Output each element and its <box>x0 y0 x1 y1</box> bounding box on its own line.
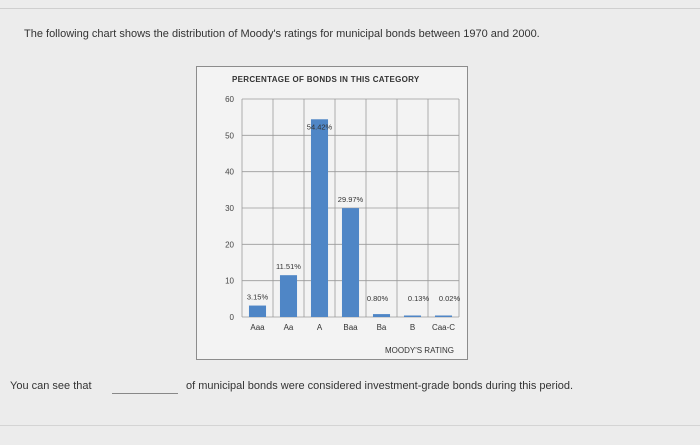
bar-ba <box>372 314 391 317</box>
x-axis-ticks: Aaa Aa A Baa Ba B Caa-C <box>250 323 455 332</box>
value-label-aaa: 3.15% <box>247 293 269 302</box>
bottom-divider <box>0 425 700 426</box>
value-label-a: 54.42% <box>307 122 333 131</box>
y-axis-ticks: 0 10 20 30 40 50 60 <box>225 95 234 322</box>
value-label-caa-c: 0.02% <box>439 294 461 303</box>
question-text: The following chart shows the distributi… <box>24 28 540 40</box>
x-tick-label: Aaa <box>250 323 265 332</box>
bar-b <box>403 315 422 317</box>
y-tick-label: 20 <box>225 240 234 249</box>
x-tick-label: Caa-C <box>432 323 455 332</box>
bar-caa-c <box>434 315 453 317</box>
top-divider <box>0 8 700 9</box>
x-tick-label: B <box>410 323 415 332</box>
bar-a <box>310 119 329 317</box>
fill-in-sentence: You can see that of municipal bonds were… <box>10 380 690 400</box>
bar-baa <box>341 208 360 317</box>
y-tick-label: 60 <box>225 95 234 104</box>
chart-title: PERCENTAGE OF BONDS IN THIS CATEGORY <box>232 75 420 84</box>
y-tick-label: 30 <box>225 204 234 213</box>
value-label-ba: 0.80% <box>367 294 389 303</box>
x-tick-label: Ba <box>377 323 387 332</box>
x-tick-label: Aa <box>284 323 294 332</box>
x-tick-label: A <box>317 323 323 332</box>
chart-frame: PERCENTAGE OF BONDS IN THIS CATEGORY 0 10… <box>196 66 468 360</box>
bar-aa <box>279 275 298 317</box>
value-label-b: 0.13% <box>408 294 430 303</box>
fill-tail-text: of municipal bonds were considered inves… <box>186 380 574 392</box>
bar-aaa <box>248 305 267 317</box>
y-tick-label: 10 <box>225 277 234 286</box>
answer-blank[interactable] <box>112 393 178 394</box>
y-tick-label: 50 <box>225 131 234 140</box>
chart-bars <box>248 119 453 317</box>
x-tick-label: Baa <box>343 323 358 332</box>
value-label-aa: 11.51% <box>276 262 301 271</box>
value-label-baa: 29.97% <box>338 195 364 204</box>
fill-lead-text: You can see that <box>10 380 92 392</box>
y-tick-label: 0 <box>230 313 235 322</box>
x-axis-label: MOODY'S RATING <box>385 346 454 355</box>
ratings-bar-chart: PERCENTAGE OF BONDS IN THIS CATEGORY 0 10… <box>225 75 461 355</box>
y-tick-label: 40 <box>225 168 234 177</box>
chart-value-labels: 3.15% 11.51% 54.42% 29.97% 0.80% 0.13% 0.02% <box>247 122 461 303</box>
chart-grid <box>241 98 460 318</box>
